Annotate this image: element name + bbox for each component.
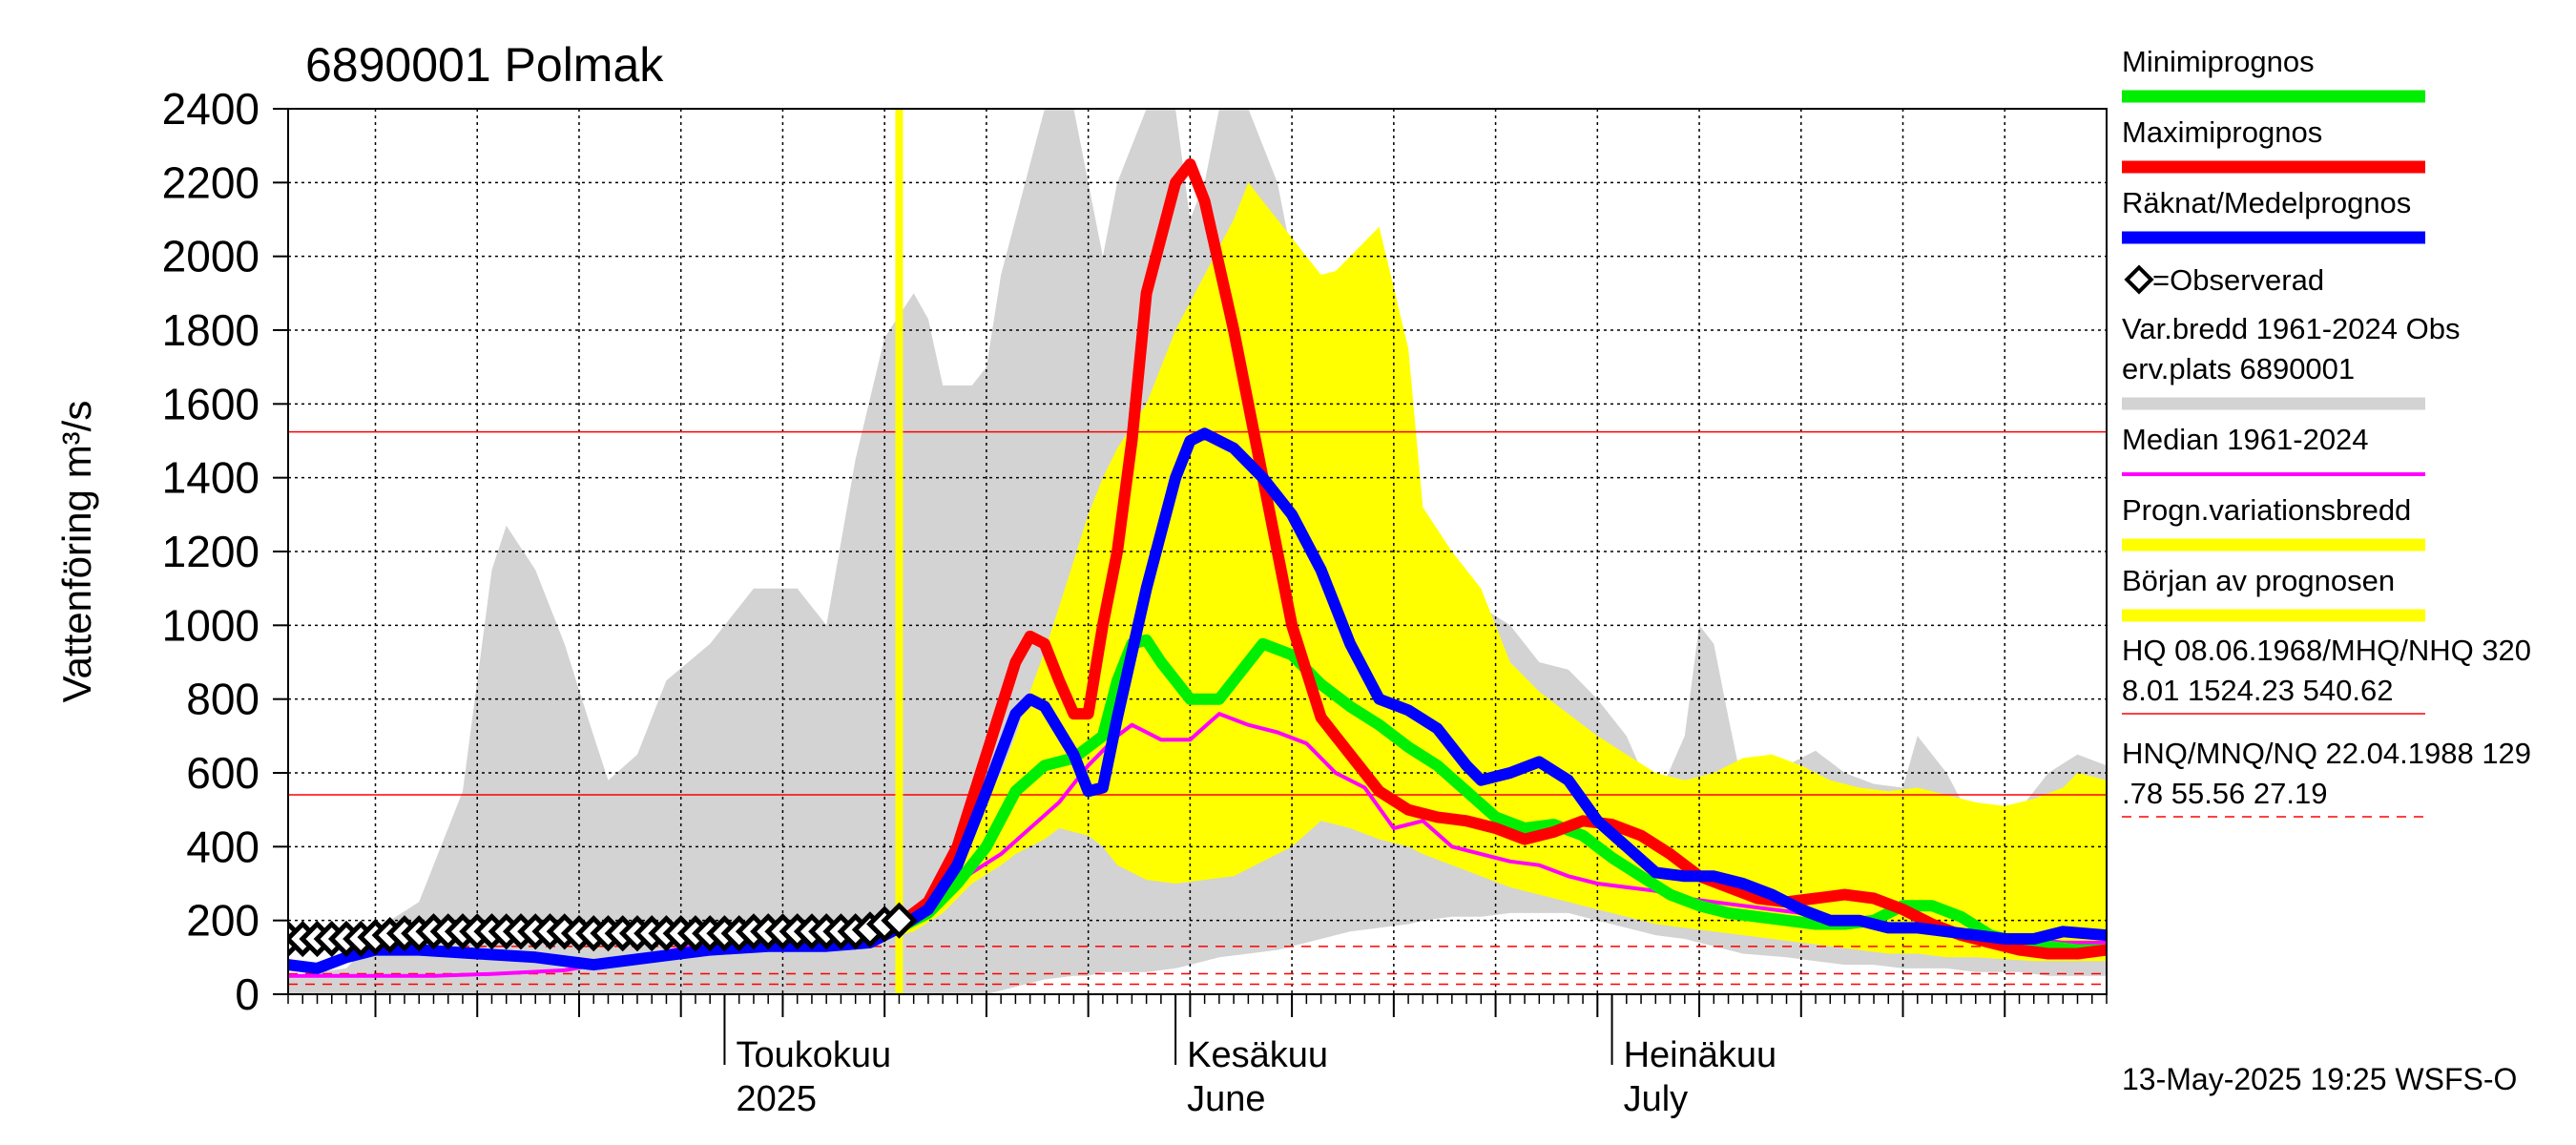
y-tick-label: 2200 — [162, 157, 260, 207]
legend-label-hq-08-06-1968-mhq-nhq-320: HQ 08.06.1968/MHQ/NHQ 320 — [2122, 634, 2531, 667]
y-tick-label: 200 — [186, 896, 260, 946]
footer-timestamp: 13-May-2025 19:25 WSFS-O — [2122, 1062, 2517, 1096]
legend-sublabel-var-bredd-1961-2024-obs: erv.plats 6890001 — [2122, 352, 2355, 385]
legend-sublabel-hnq-mnq-nq-22-04-1988-129: .78 55.56 27.19 — [2122, 777, 2327, 810]
legend-sublabel-hq-08-06-1968-mhq-nhq-320: 8.01 1524.23 540.62 — [2122, 674, 2393, 707]
x-month-sublabel: July — [1624, 1079, 1689, 1119]
y-tick-label: 600 — [186, 748, 260, 798]
y-tick-label: 1400 — [162, 453, 260, 503]
legend: Minimiprognos Maximiprognos Räknat/Medelpr… — [2122, 45, 2531, 818]
forecast-range-band — [899, 182, 2107, 962]
y-tick-label: 1000 — [162, 600, 260, 650]
y-tick-label: 2000 — [162, 232, 260, 281]
series-r-knat-medelprognos — [288, 427, 2107, 974]
y-axis-label: Vattenföring m³/s — [54, 401, 99, 703]
legend-label-hnq-mnq-nq-22-04-1988-129: HNQ/MNQ/NQ 22.04.1988 129 — [2122, 737, 2531, 770]
axes: 0 200 400 600 800 1000 1200 1400 1600 1800 2000 220… — [162, 84, 2108, 1119]
x-month-sublabel: 2025 — [736, 1079, 817, 1119]
legend-label-maximiprognos: Maximiprognos — [2122, 115, 2322, 149]
legend-observed-marker — [2124, 264, 2154, 295]
y-tick-label: 800 — [186, 675, 260, 724]
x-month-label: Kesäkuu — [1187, 1035, 1328, 1075]
x-month-label: Heinäkuu — [1624, 1035, 1777, 1075]
legend-label-progn-variationsbredd: Progn.variationsbredd — [2122, 493, 2411, 527]
y-tick-label: 1800 — [162, 305, 260, 355]
legend-label-median-1961-2024: Median 1961-2024 — [2122, 423, 2369, 456]
y-tick-label: 400 — [186, 822, 260, 871]
series-layer — [288, 109, 2107, 994]
y-tick-label: 1600 — [162, 379, 260, 428]
y-tick-label: 0 — [235, 969, 260, 1019]
chart-title: 6890001 Polmak — [305, 38, 664, 92]
x-month-sublabel: June — [1187, 1079, 1265, 1119]
legend-label-var-bredd-1961-2024-obs: Var.bredd 1961-2024 Obs — [2122, 312, 2460, 345]
x-month-label: Toukokuu — [736, 1035, 891, 1075]
legend-label-observed: =Observerad — [2152, 263, 2324, 297]
legend-label-b-rjan-av-prognosen: Början av prognosen — [2122, 564, 2395, 597]
observed-point — [881, 902, 918, 939]
y-tick-label: 2400 — [162, 84, 260, 134]
legend-label-minimiprognos: Minimiprognos — [2122, 45, 2315, 78]
y-tick-label: 1200 — [162, 527, 260, 576]
legend-label-r-knat-medelprognos: Räknat/Medelprognos — [2122, 186, 2411, 219]
series-maximiprognos — [893, 158, 2107, 960]
